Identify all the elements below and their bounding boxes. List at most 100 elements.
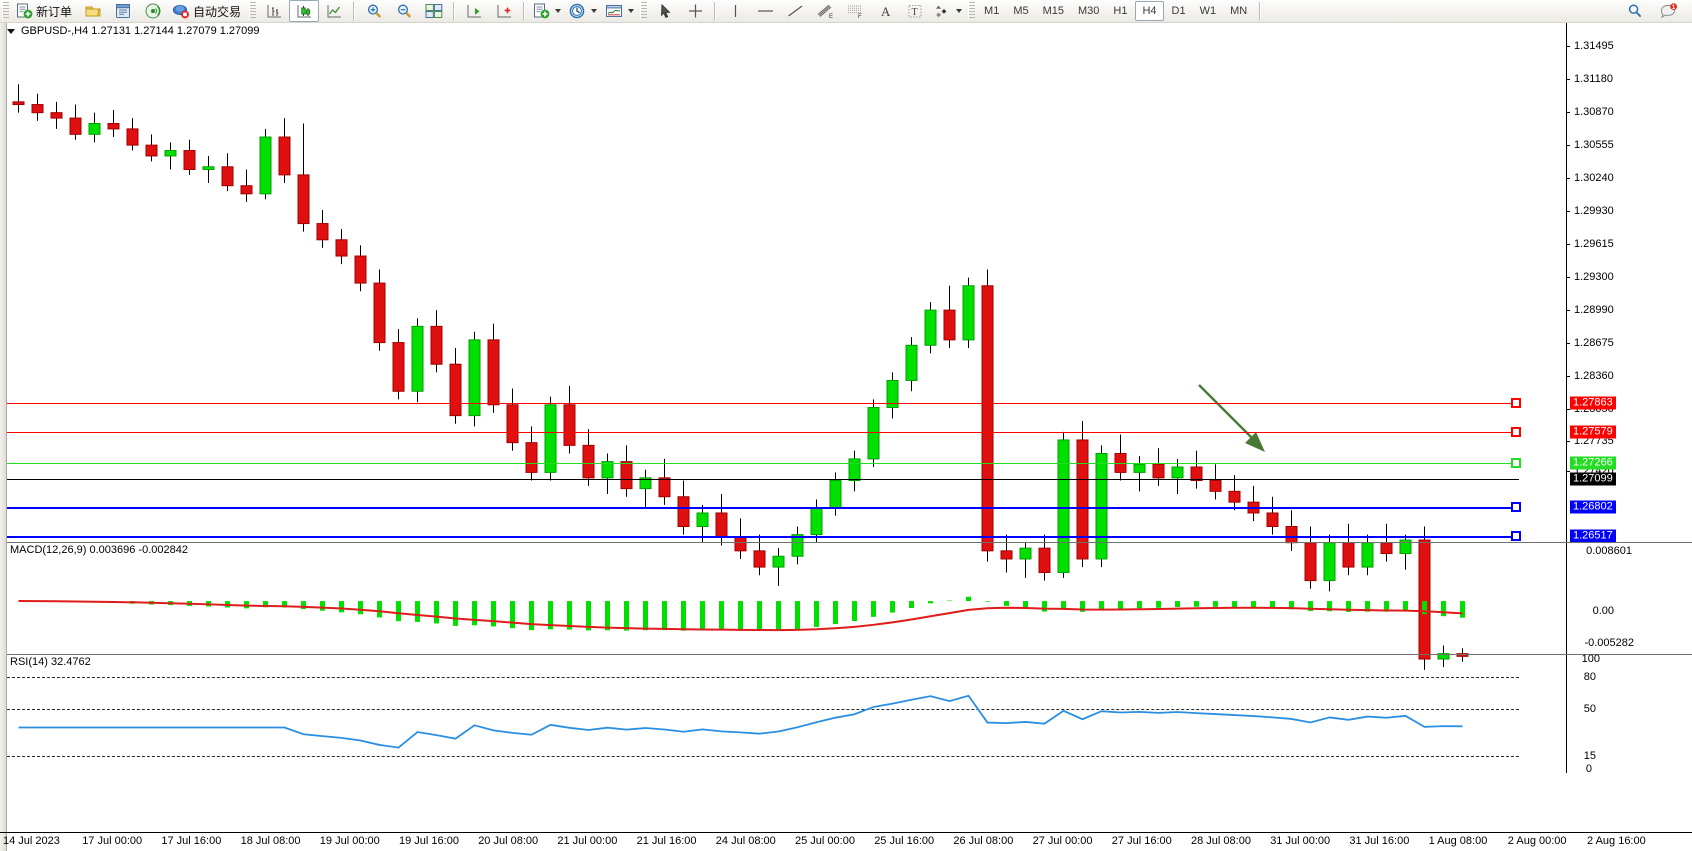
price-marker-current-price[interactable]: 1.27099: [1570, 472, 1616, 486]
macd-pane[interactable]: [7, 543, 1519, 653]
trendline-tool-button[interactable]: [780, 0, 810, 22]
shapes-tool-button[interactable]: [930, 0, 966, 22]
timeframe-mn[interactable]: MN: [1230, 5, 1248, 17]
chart-shift-icon: [467, 5, 481, 18]
price-marker-resistance-2[interactable]: 1.27579: [1570, 425, 1616, 439]
level-line-current-price[interactable]: [7, 479, 1519, 480]
level-handle-resistance-2[interactable]: [1511, 427, 1521, 437]
line-chart-button[interactable]: [319, 0, 349, 22]
new-chart-button[interactable]: [529, 0, 565, 22]
chevron-down-icon-2[interactable]: [591, 9, 598, 13]
level-line-green-target[interactable]: [7, 463, 1519, 464]
level-handle-resistance-1[interactable]: [1511, 398, 1521, 408]
timeframe-h4[interactable]: H4: [1135, 1, 1164, 21]
price-tick: [1566, 244, 1570, 245]
price-marker-support-blue-2[interactable]: 1.26517: [1570, 529, 1616, 543]
time-label-6: 20 Jul 08:00: [478, 835, 539, 847]
terminal-button[interactable]: [108, 0, 138, 22]
price-tick: [1566, 343, 1570, 344]
rsi-tick-15: 15: [1583, 750, 1596, 762]
auto-scroll-button[interactable]: [489, 0, 519, 22]
price-tick: [1566, 277, 1570, 278]
price-marker-support-blue-1[interactable]: 1.26802: [1570, 500, 1616, 514]
text-icon: A: [881, 4, 891, 19]
price-marker-resistance-1[interactable]: 1.27863: [1570, 396, 1616, 410]
fibonacci-tool-button[interactable]: F: [840, 0, 870, 22]
signals-button[interactable]: [138, 0, 168, 22]
timeframe-m15[interactable]: M15: [1042, 5, 1064, 17]
chart-dropdown-icon[interactable]: [7, 28, 15, 34]
toolbar-grip-3[interactable]: [640, 2, 648, 20]
timeframe-m30[interactable]: M30: [1078, 5, 1100, 17]
price-marker-green-target[interactable]: 1.27266: [1570, 456, 1616, 470]
price-label-9: 1.28675: [1574, 337, 1614, 349]
timeframe-w1[interactable]: W1: [1199, 5, 1217, 17]
text-tool-button[interactable]: A: [870, 0, 900, 22]
notifications-button[interactable]: 1: [1654, 0, 1684, 22]
price-label-6: 1.29615: [1574, 238, 1614, 250]
rsi-level-80-line: [7, 677, 1519, 678]
level-handle-support-blue-1[interactable]: [1511, 502, 1521, 512]
chat-bubble-icon: 1: [1660, 3, 1677, 19]
chevron-down-icon-3[interactable]: [628, 9, 635, 13]
price-scale[interactable]: 1.31495 1.31180 1.30870 1.30555 1.30240 …: [1566, 23, 1692, 773]
level-handle-support-blue-2[interactable]: [1511, 531, 1521, 541]
toolbar-grip-2[interactable]: [249, 2, 257, 20]
crosshair-tool-button[interactable]: [680, 0, 710, 22]
level-line-resistance-1[interactable]: [7, 403, 1519, 404]
bar-chart-button[interactable]: [259, 0, 289, 22]
macd-tick-0: 0.008601: [1586, 545, 1632, 557]
chart-window[interactable]: GBPUSD-,H4 1.27131 1.27144 1.27079 1.270…: [0, 22, 1692, 851]
toolbar-grip[interactable]: [2, 2, 9, 20]
level-handle-green-target[interactable]: [1511, 458, 1521, 468]
price-tick: [1566, 471, 1570, 472]
search-button[interactable]: [1620, 0, 1650, 22]
timeframe-m5[interactable]: M5: [1013, 5, 1029, 17]
level-line-resistance-2[interactable]: [7, 432, 1519, 433]
zoom-out-button[interactable]: [389, 0, 419, 22]
price-tick: [1566, 211, 1570, 212]
templates-button[interactable]: [601, 0, 638, 22]
level-line-support-blue-2[interactable]: [7, 536, 1519, 538]
macd-tick-1: 0.00: [1592, 605, 1614, 617]
rsi-pane[interactable]: [7, 655, 1519, 773]
template-icon: [606, 5, 623, 17]
time-label-11: 25 Jul 16:00: [874, 835, 935, 847]
svg-text:E: E: [829, 14, 833, 19]
text-label-tool-button[interactable]: T: [900, 0, 930, 22]
equidistant-channel-button[interactable]: E: [810, 0, 840, 22]
tile-windows-button[interactable]: [419, 0, 449, 22]
time-label-10: 25 Jul 00:00: [795, 835, 855, 847]
window-icon: [116, 4, 131, 18]
horizontal-line-tool-button[interactable]: [750, 0, 780, 22]
time-axis[interactable]: 14 Jul 2023 17 Jul 00:00 17 Jul 16:00 18 Ju…: [0, 832, 1692, 851]
new-order-button[interactable]: 新订单: [12, 0, 78, 22]
timeframe-m1[interactable]: M1: [984, 5, 1000, 17]
price-tick: [1566, 79, 1570, 80]
chevron-down-icon[interactable]: [555, 9, 562, 13]
toolbar-separator-3: [523, 1, 526, 21]
price-tick: [1566, 409, 1570, 410]
zoom-in-icon: [367, 4, 381, 18]
autotrading-button[interactable]: 自动交易: [168, 0, 247, 22]
main-toolbar: 新订单 自动交易: [0, 0, 1692, 23]
toolbar-grip-4[interactable]: [968, 2, 976, 20]
time-label-12: 26 Jul 08:00: [953, 835, 1014, 847]
candlestick-chart-button[interactable]: [289, 0, 320, 22]
timeframe-d1[interactable]: D1: [1171, 5, 1186, 17]
chart-shift-button[interactable]: [459, 0, 489, 22]
price-tick: [1566, 310, 1570, 311]
auto-scroll-icon: [497, 5, 511, 18]
cursor-tool-button[interactable]: [650, 0, 680, 22]
chevron-down-icon-4[interactable]: [956, 9, 963, 13]
vertical-line-tool-button[interactable]: [720, 0, 750, 22]
period-button[interactable]: [565, 0, 601, 22]
price-pane[interactable]: [7, 23, 1519, 773]
timeframe-h1[interactable]: H1: [1113, 5, 1128, 17]
zoom-in-button[interactable]: [359, 0, 389, 22]
history-button[interactable]: [78, 0, 108, 22]
price-tick: [1566, 441, 1570, 442]
price-label-0: 1.31495: [1574, 40, 1614, 52]
level-line-support-blue-1[interactable]: [7, 507, 1519, 509]
time-label-7: 21 Jul 00:00: [557, 835, 618, 847]
